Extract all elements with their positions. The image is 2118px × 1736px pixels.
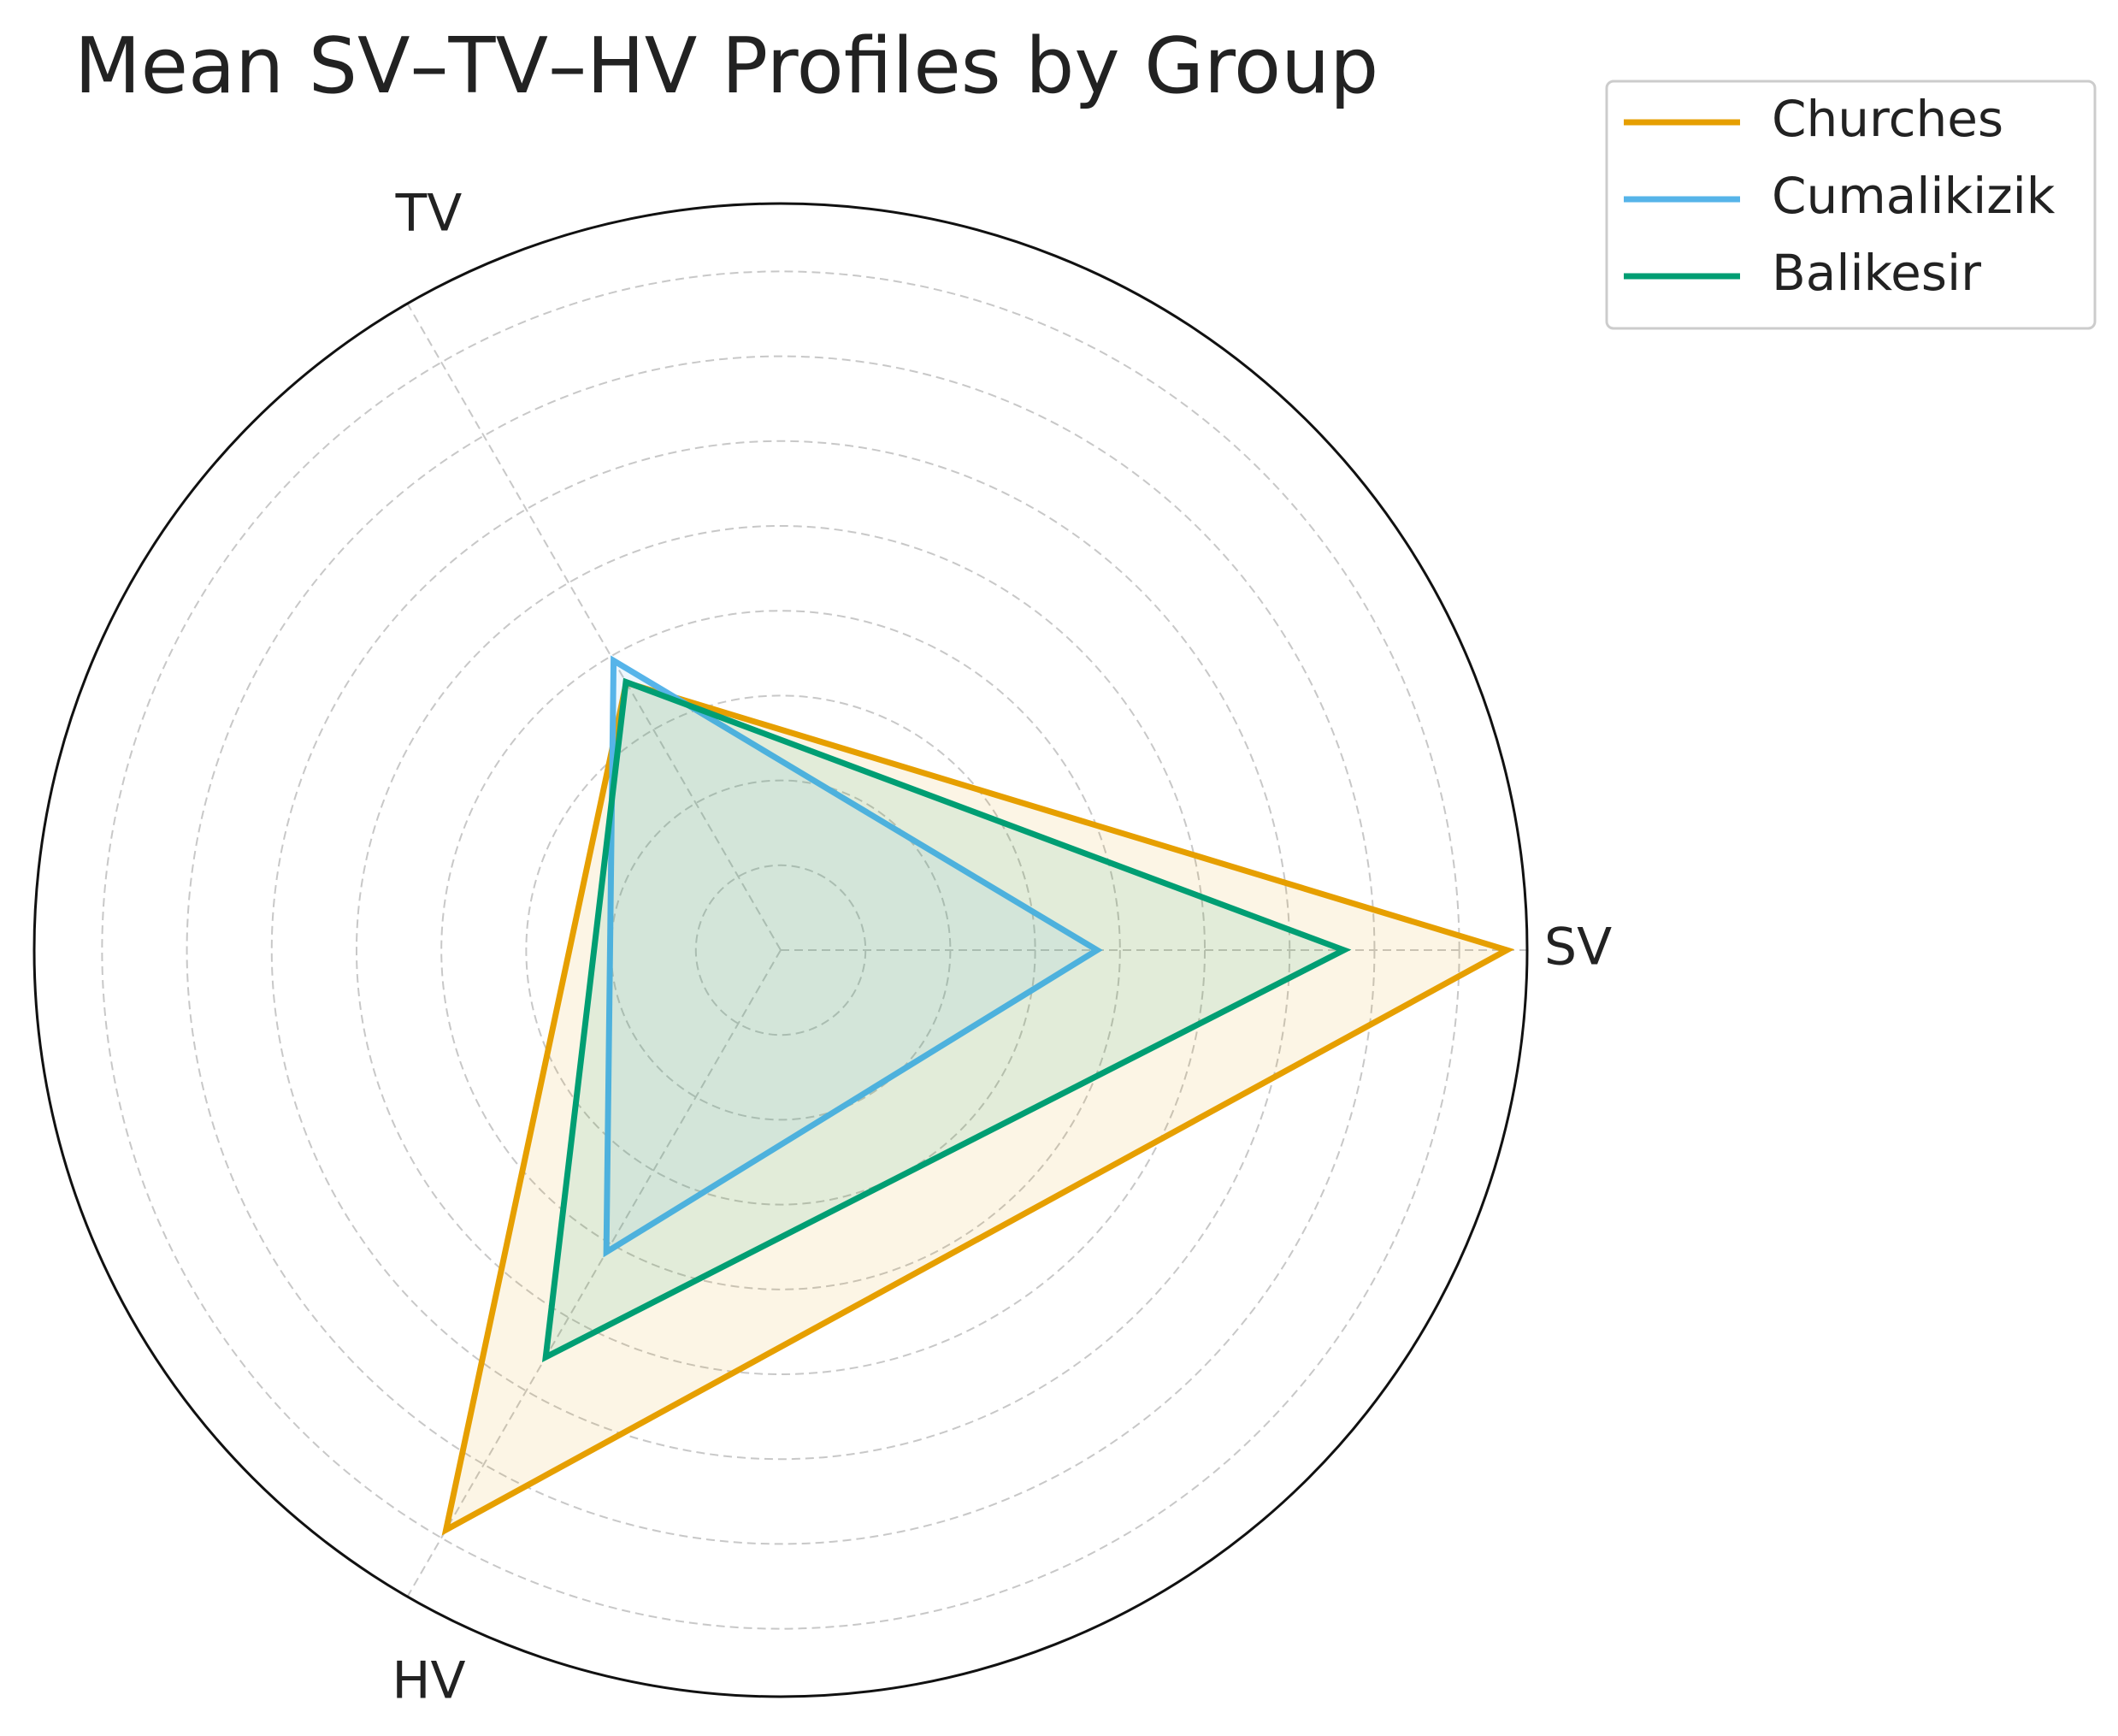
legend-box bbox=[1605, 80, 2097, 330]
spoke bbox=[406, 303, 782, 951]
axis-label: HV bbox=[392, 1651, 465, 1711]
series-area bbox=[546, 682, 1344, 1357]
axis-label: TV bbox=[395, 184, 463, 244]
spoke bbox=[406, 949, 782, 1597]
axis-label: SV bbox=[1544, 918, 1612, 977]
legend-label: Cumalikizik bbox=[1772, 167, 2056, 225]
legend-label: Balikesir bbox=[1772, 244, 1981, 302]
chart-title: Mean SV–TV–HV Profiles by Group bbox=[74, 21, 1378, 111]
legend-label: Churches bbox=[1772, 90, 2003, 148]
series-area bbox=[606, 660, 1098, 1253]
grid-ring bbox=[440, 610, 1121, 1290]
series-line bbox=[441, 678, 1515, 1536]
series-line bbox=[603, 655, 1103, 1258]
series-line bbox=[541, 677, 1352, 1363]
series-area bbox=[445, 682, 1507, 1530]
outer-frame bbox=[32, 202, 1529, 1698]
